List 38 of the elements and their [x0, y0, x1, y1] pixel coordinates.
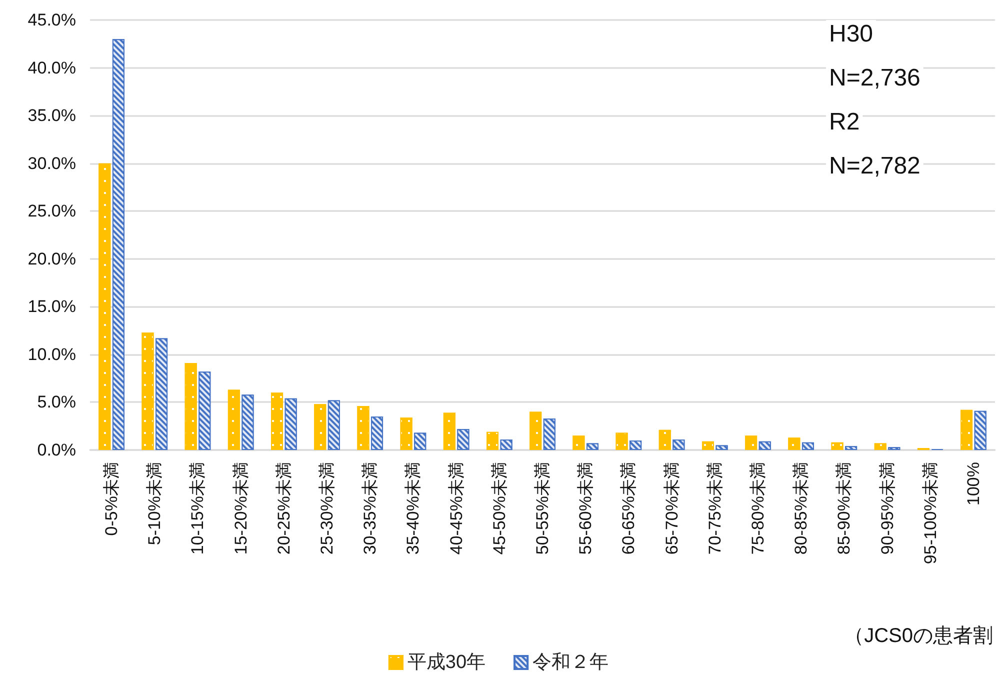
- x-tick-label: 20-25%未満: [274, 462, 294, 555]
- x-tick-label: 70-75%未満: [705, 462, 724, 555]
- annotation: H30: [829, 20, 874, 48]
- x-tick-label: 60-65%未満: [619, 462, 638, 555]
- x-tick-label: 5-10%未満: [145, 462, 164, 546]
- x-tick-label: 10-15%未満: [188, 462, 208, 555]
- x-tick-label: 80-85%未満: [792, 462, 811, 555]
- x-tick-label: 90-95%未満: [878, 462, 897, 555]
- x-tick-label: 75-80%未満: [748, 462, 768, 555]
- x-tick-label: 100%: [964, 462, 983, 506]
- y-tick-label: 40.0%: [28, 58, 76, 78]
- x-tick-label: 25-30%未満: [318, 462, 337, 555]
- x-axis-title: （JCS0の患者割: [844, 625, 993, 647]
- annotation: N=2,736: [829, 64, 920, 92]
- y-tick-label: 35.0%: [28, 106, 76, 126]
- annotation: R2: [829, 108, 860, 136]
- y-tick-label: 5.0%: [37, 392, 76, 412]
- y-tick-label: 0.0%: [37, 440, 76, 460]
- legend-label: 令和２年: [532, 652, 609, 673]
- x-tick-label: 55-60%未満: [576, 462, 596, 555]
- y-tick-label: 25.0%: [28, 202, 76, 221]
- x-tick-label: 95-100%未満: [920, 462, 940, 564]
- y-tick-label: 30.0%: [28, 154, 76, 173]
- y-tick-label: 45.0%: [28, 10, 76, 30]
- y-tick-label: 10.0%: [28, 344, 76, 364]
- x-tick-label: 40-45%未満: [446, 462, 466, 555]
- x-tick-label: 0-5%未満: [102, 462, 122, 536]
- x-tick-label: 45-50%未満: [490, 462, 509, 555]
- x-tick-label: 15-20%未満: [231, 462, 250, 555]
- x-tick-label: 85-90%未満: [834, 462, 854, 555]
- y-tick-label: 20.0%: [28, 249, 76, 268]
- x-tick-label: 50-55%未満: [533, 462, 552, 555]
- x-tick-label: 30-35%未満: [360, 462, 380, 555]
- y-tick-label: 15.0%: [28, 297, 76, 316]
- x-tick-label: 35-40%未満: [404, 462, 423, 555]
- x-tick-label: 65-70%未満: [662, 462, 682, 555]
- annotation: N=2,782: [829, 152, 920, 180]
- legend-label: 平成30年: [407, 652, 486, 673]
